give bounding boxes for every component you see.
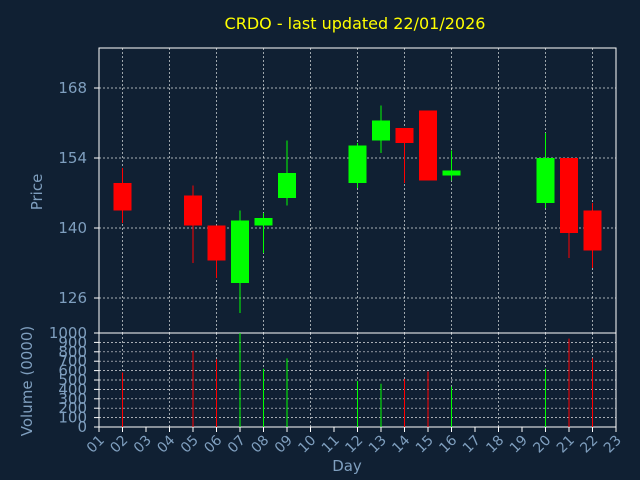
volume-tick-label: 300 [58, 390, 87, 408]
x-tick-label: 06 [201, 432, 225, 456]
x-tick-label: 12 [342, 433, 366, 457]
x-tick-label: 03 [131, 433, 155, 457]
x-axis-label: Day [332, 457, 362, 475]
candle [348, 143, 367, 188]
price-tick-label: 140 [58, 219, 87, 237]
candle-body [419, 110, 437, 181]
candle [113, 168, 132, 223]
x-tick-label: 19 [507, 433, 531, 457]
candle-body [348, 145, 367, 183]
volume-tick-label: 900 [58, 333, 87, 351]
candle-body [113, 183, 132, 211]
price-tick-label: 126 [58, 289, 87, 307]
volume-tick-label: 200 [58, 399, 87, 417]
volume-tick-label: 100 [58, 409, 87, 427]
candle [419, 110, 437, 181]
candle-body [231, 220, 249, 283]
x-tick-label: 16 [436, 432, 460, 456]
x-tick-label: 08 [248, 433, 272, 457]
x-tick-label: 15 [413, 433, 437, 457]
x-tick-label: 02 [107, 433, 131, 457]
candle [278, 140, 296, 206]
x-tick-label: 13 [366, 433, 390, 457]
candle [231, 210, 249, 313]
candle-body [207, 225, 226, 261]
x-tick-label: 14 [389, 432, 413, 456]
candle-body [560, 158, 578, 233]
price-tick-label: 168 [58, 79, 87, 97]
candle [254, 213, 273, 253]
price-tick-label: 154 [58, 149, 87, 167]
candle-body [536, 158, 555, 203]
price-panel: 126 140 154 168 [58, 47, 617, 334]
candle [560, 158, 578, 258]
candle-body [184, 195, 202, 226]
x-tick-label: 17 [460, 433, 484, 457]
candle [536, 133, 555, 208]
volume-tick-label: 700 [58, 352, 87, 370]
candle [184, 185, 202, 263]
x-tick-label: 22 [577, 433, 601, 457]
candle [372, 105, 390, 153]
candle-body [583, 210, 602, 251]
x-tick-label: 07 [225, 433, 249, 457]
candle [207, 225, 226, 278]
candle-body [278, 173, 296, 198]
candle [442, 150, 461, 181]
x-tick-label: 09 [272, 433, 296, 457]
x-tick-label: 21 [554, 433, 578, 457]
candle-body [372, 120, 390, 141]
x-tick-label: 05 [178, 433, 202, 457]
x-tick-label: 11 [319, 433, 343, 457]
x-tick-label: 23 [601, 433, 625, 457]
candle [395, 128, 414, 183]
x-tick-label: 04 [154, 432, 178, 456]
candle [583, 203, 602, 268]
volume-tick-label: 500 [58, 371, 87, 389]
volume-tick-label: 800 [58, 343, 87, 361]
volume-axis-label: Volume (0000) [18, 326, 36, 436]
volume-tick-label: 400 [58, 380, 87, 398]
volume-tick-label: 0 [77, 418, 87, 436]
x-tick-label: 01 [84, 433, 108, 457]
x-tick-label: 18 [483, 433, 507, 457]
price-axis-label: Price [28, 174, 46, 211]
x-tick-label: 10 [295, 433, 319, 457]
volume-tick-label: 600 [58, 362, 87, 380]
x-tick-label: 20 [530, 433, 554, 457]
chart-title: CRDO - last updated 22/01/2026 [225, 14, 486, 33]
candle-body [395, 128, 414, 143]
candle-body [442, 170, 461, 176]
candle-body [254, 218, 273, 226]
volume-tick-label: 1000 [49, 324, 87, 342]
